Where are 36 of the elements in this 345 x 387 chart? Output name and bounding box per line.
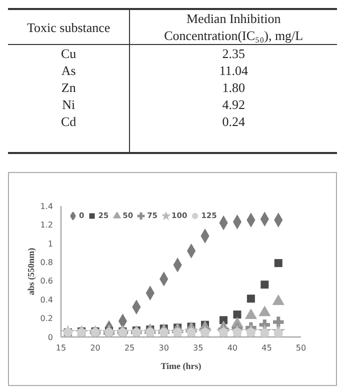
x-tick-label: 15	[56, 344, 66, 353]
y-tick-label: 0.2	[40, 314, 53, 324]
data-label: 4.92	[221, 96, 246, 113]
text: Toxic substance	[8, 9, 130, 44]
y-tick-label: 1.4	[40, 202, 53, 211]
category-label: As	[8, 62, 130, 79]
y-tick-label: 0	[48, 332, 53, 342]
x-tick-label: 30	[158, 344, 169, 353]
x-tick-label: 25	[124, 344, 135, 353]
y-tick-label: 0.8	[40, 258, 53, 267]
y-tick-label: 1.2	[40, 220, 53, 230]
x-axis-title: Time (hrs)	[160, 361, 202, 371]
category-label: Ni	[8, 96, 130, 113]
data-label: 1.80	[221, 79, 246, 96]
y-tick-label: 0.6	[40, 276, 53, 286]
point	[274, 259, 282, 268]
x-tick-label: 35	[193, 344, 204, 353]
x-tick-label: 40	[227, 344, 238, 353]
point	[260, 280, 269, 289]
point	[233, 310, 242, 319]
data-label: 11.04	[218, 62, 249, 79]
y-tick-label: 1	[48, 239, 53, 248]
x-tick-label: 20	[90, 344, 100, 353]
point	[246, 294, 255, 303]
x-tick-label: 45	[262, 344, 272, 353]
category-label: Cu	[8, 44, 130, 62]
category-label: Zn	[8, 79, 130, 96]
point	[273, 316, 284, 328]
point	[258, 306, 271, 316]
data-label: 0.24	[221, 113, 246, 130]
x-tick-label: 50	[296, 344, 306, 353]
category-label: Cd	[8, 113, 130, 130]
y-axis-title: abs (550nm)	[26, 248, 36, 296]
y-tick-label: 0.4	[40, 295, 53, 304]
data-label: 2.35	[221, 45, 246, 62]
text: Median Inhibition Concentration(IC₅₀), mg/L	[163, 10, 304, 44]
